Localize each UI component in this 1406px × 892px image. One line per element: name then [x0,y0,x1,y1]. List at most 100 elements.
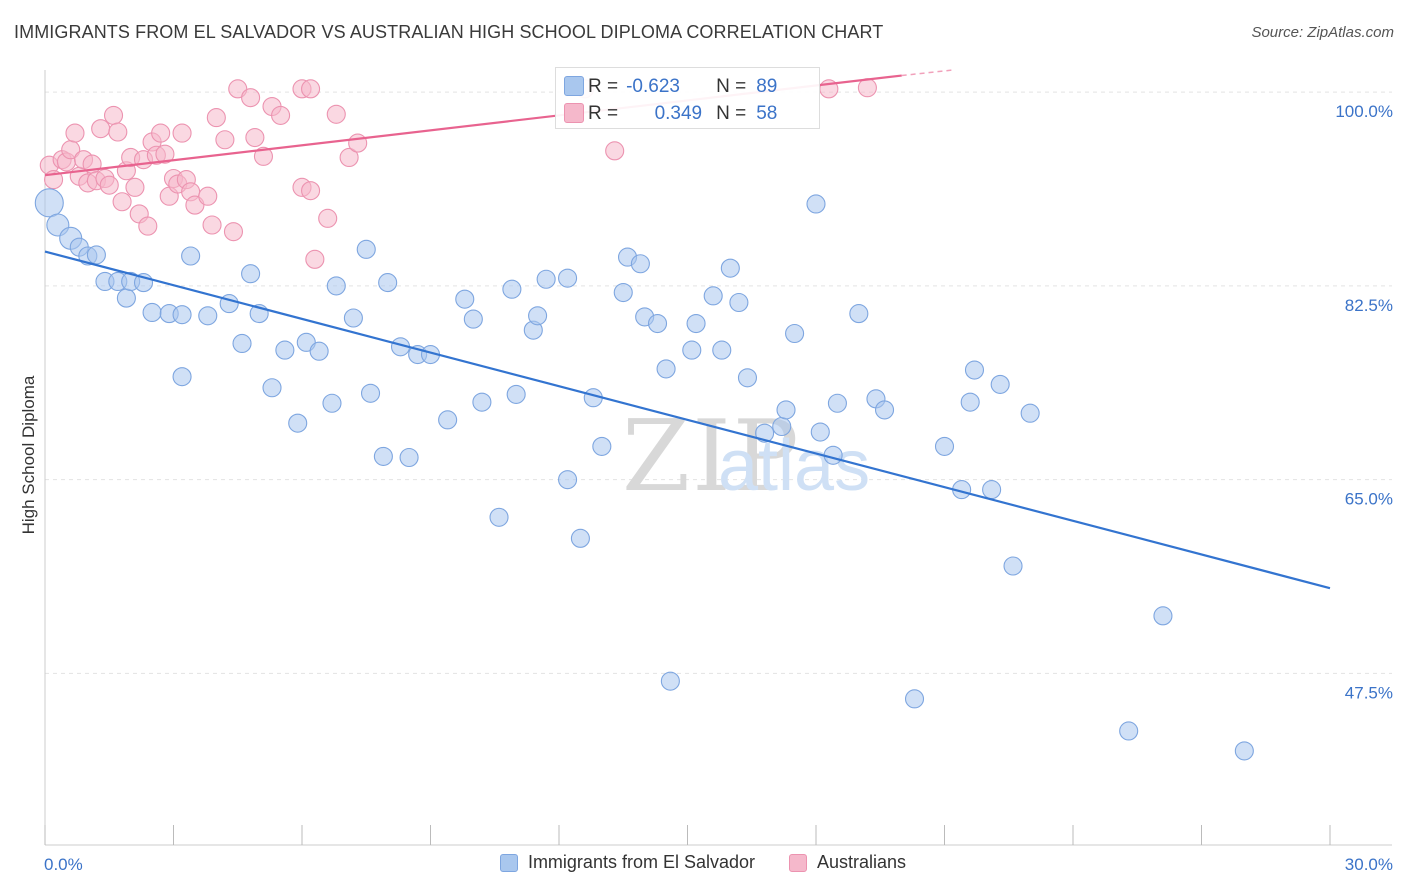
el-salvador-point [720,258,740,278]
legend-swatch-blue [499,853,518,872]
australians-point [65,123,85,143]
el-salvador-point [1234,741,1254,761]
el-salvador-point [463,309,483,329]
australians-point [155,144,175,164]
el-salvador-point [172,367,192,387]
stats-n-label: N = [716,103,747,124]
el-salvador-point [275,340,295,360]
australians-point [202,215,222,235]
australians-point [223,222,244,242]
el-salvador-point [472,392,492,412]
australians-point [241,88,261,108]
australians-point [103,105,124,125]
el-salvador-point [373,446,393,466]
source-credit: Source: ZipAtlas.com [1251,24,1394,41]
el-salvador-point [737,368,758,388]
stats-r-value: -0.623 [626,76,680,97]
el-salvador-point [288,413,308,433]
el-salvador-point [309,341,329,361]
grid-lines [45,91,1392,674]
el-salvador-point [806,194,826,214]
australians-point [857,78,877,98]
australians-points [39,78,877,269]
el-salvador-point [686,313,706,334]
australians-point [348,133,368,153]
australians-point [253,146,274,166]
el-salvador-point [960,392,980,412]
el-salvador-point [506,384,526,404]
stats-swatch-blue [564,76,584,96]
el-salvador-point [570,528,590,548]
x-tick-label: 0.0% [44,855,83,874]
el-salvador-point [262,378,282,398]
el-salvador-point [1153,606,1173,626]
el-salvador-point [785,323,805,344]
el-salvador-point [322,393,342,413]
el-salvador-point [729,292,749,313]
el-salvador-point [241,264,261,284]
el-salvador-point [874,400,895,420]
watermark-atlas: atlas [718,426,870,506]
el-salvador-point [656,359,676,379]
australians-point [326,104,346,124]
stats-swatch-pink [564,103,584,123]
el-salvador-point [558,268,578,288]
australians-point [245,127,265,148]
el-salvador-point [776,400,796,420]
el-salvador-point [1003,556,1023,576]
el-salvador-point [990,374,1010,394]
legend-item-australians[interactable]: Australians [789,852,906,873]
el-salvador-point [827,393,847,413]
el-salvador-point [772,416,792,437]
australians-point [215,130,235,150]
el-salvador-point [613,282,633,303]
el-salvador-point [181,246,201,266]
australians-point [318,208,338,228]
chart-title: IMMIGRANTS FROM EL SALVADOR VS AUSTRALIA… [14,22,884,42]
australians-point [206,108,226,128]
el-salvador-point [34,188,64,218]
stats-n-label: N = [716,76,747,97]
australians-point [138,216,158,236]
el-salvador-point [502,279,522,299]
el-salvador-point [934,436,955,456]
el-salvador-point [682,340,702,360]
el-salvador-point [630,254,650,274]
watermark: ZIP atlas [622,400,870,514]
el-salvador-point [1020,403,1040,423]
australians-point [301,79,321,99]
stats-n-value: 89 [756,76,778,97]
series-legend: Immigrants from El Salvador Australians [0,852,1406,873]
el-salvador-point [356,239,376,259]
legend-swatch-pink [789,853,808,872]
y-tick-label: 65.0% [1345,490,1393,509]
australians-point [198,186,218,206]
el-salvador-point [343,308,363,328]
australians-point [125,177,145,197]
y-tick-label: 100.0% [1335,102,1393,121]
el-salvador-point [360,383,381,403]
australians-point [172,123,192,143]
el-salvador-point [142,302,162,323]
y-tick-label: 82.5% [1345,296,1393,315]
correlation-legend: R = -0.623 N = 89 R = 0.349 N = 58 [555,67,820,129]
el-salvador-point [558,470,578,490]
legend-label: Australians [817,852,907,872]
y-tick-label: 47.5% [1345,683,1393,702]
australians-point [151,123,171,143]
el-salvador-point [755,423,775,443]
el-salvador-point [660,671,680,691]
el-salvador-point [326,276,346,296]
tick-labels: 47.5% 65.0% 82.5% 100.0% 0.0% 30.0% [44,102,1393,874]
el-salvador-point [904,689,925,709]
el-salvador-point [172,305,192,325]
stats-r-label: R = [588,76,619,97]
el-salvador-point [528,306,548,326]
stats-r-label: R = [588,103,619,124]
australians-point [112,192,132,212]
el-salvador-point [810,422,830,442]
el-salvador-point [647,313,668,334]
legend-item-el-salvador[interactable]: Immigrants from El Salvador [499,852,755,873]
el-salvador-point [378,273,398,293]
el-salvador-point [399,447,419,468]
